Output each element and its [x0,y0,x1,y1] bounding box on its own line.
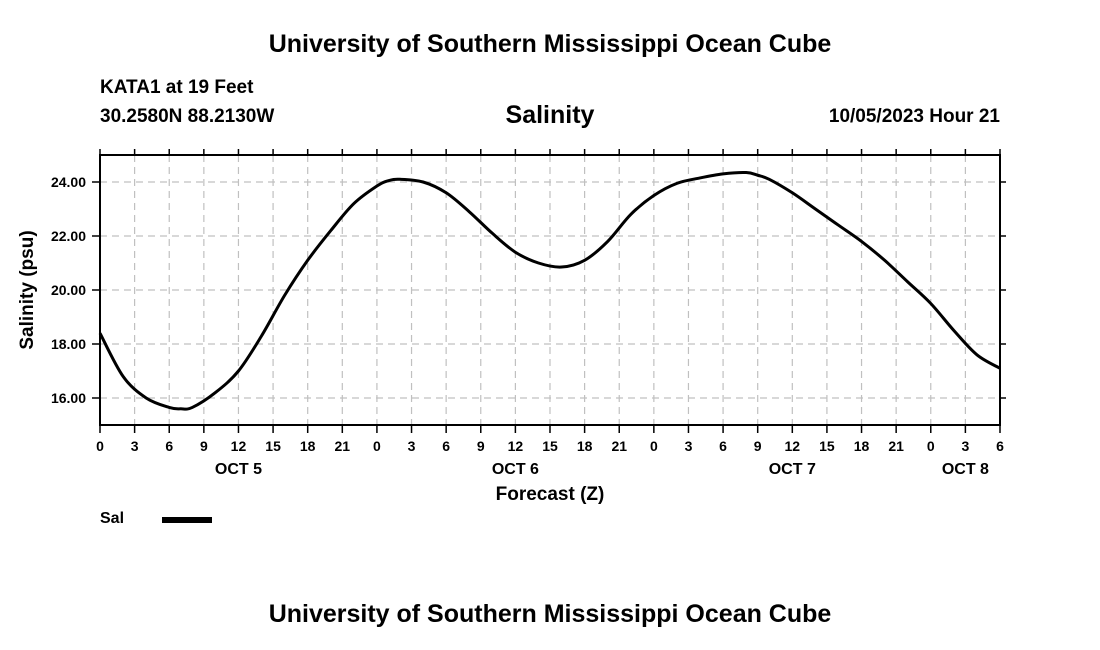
x-tick-label: 0 [373,438,381,454]
x-tick-label: 9 [200,438,208,454]
x-tick-label: 21 [888,438,904,454]
plot-frame [99,154,1001,426]
x-tick-label: 21 [335,438,351,454]
coordinates-label: 30.2580N 88.2130W [100,106,275,127]
x-axis-title: Forecast (Z) [496,484,605,505]
x-tick-label: 18 [300,438,316,454]
y-tick-label: 18.00 [51,336,86,352]
x-tick-label: 15 [542,438,558,454]
x-tick-label: 0 [96,438,104,454]
x-tick-label: 9 [477,438,485,454]
station-label: KATA1 at 19 Feet [100,77,254,98]
legend-label: Sal [100,510,125,527]
x-tick-label: 6 [165,438,173,454]
day-label: OCT 6 [492,461,539,478]
x-tick-label: 3 [131,438,139,454]
y-tick-label: 20.00 [51,282,86,298]
x-tick-label: 0 [650,438,658,454]
y-tick-label: 24.00 [51,174,86,190]
y-tick-label: 16.00 [51,390,86,406]
legend-swatch [162,517,212,523]
y-axis-title: Salinity (psu) [17,230,38,349]
footer-title: University of Southern Mississippi Ocean… [268,600,832,628]
day-label: OCT 8 [942,461,989,478]
y-tick-label: 22.00 [51,228,86,244]
x-tick-label: 15 [819,438,835,454]
x-tick-label: 15 [265,438,281,454]
x-tick-label: 9 [754,438,762,454]
x-tick-label: 3 [408,438,416,454]
x-tick-label: 18 [854,438,870,454]
x-tick-label: 3 [685,438,693,454]
x-tick-label: 6 [442,438,450,454]
series-line-sal [98,171,1001,411]
x-tick-label: 12 [508,438,524,454]
day-label: OCT 5 [215,461,262,478]
x-tick-label: 3 [961,438,969,454]
x-tick-label: 21 [611,438,627,454]
page-title: University of Southern Mississippi Ocean… [268,30,832,58]
x-tick-label: 12 [785,438,801,454]
x-tick-label: 12 [231,438,247,454]
x-tick-label: 6 [996,438,1004,454]
x-tick-label: 0 [927,438,935,454]
forecast-datetime: 10/05/2023 Hour 21 [828,106,1000,127]
day-label: OCT 7 [769,461,816,478]
x-tick-label: 18 [577,438,593,454]
chart-title: Salinity [505,101,595,129]
x-tick-label: 6 [719,438,727,454]
